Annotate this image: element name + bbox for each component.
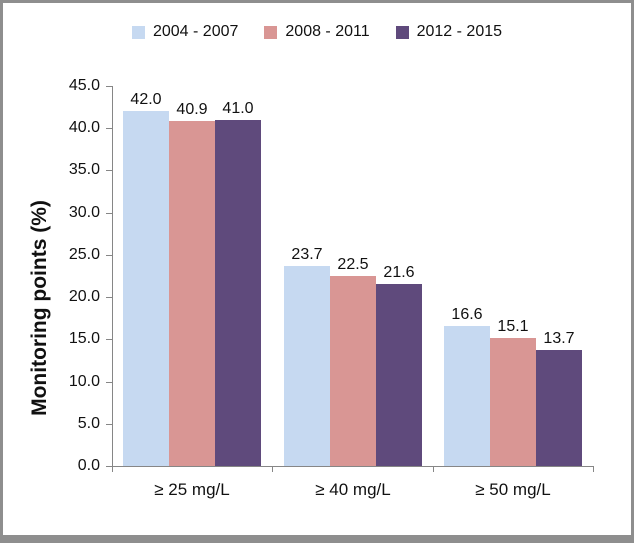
y-axis-tick-label: 5.0: [77, 415, 100, 432]
x-axis-line: [112, 466, 594, 467]
y-axis-tick-label: 10.0: [68, 373, 100, 390]
x-axis-tick: [593, 466, 594, 472]
y-axis-tick: [106, 466, 112, 467]
legend-item: 2008 - 2011: [264, 23, 370, 41]
bar-value-label: 41.0: [222, 100, 254, 117]
legend-swatch-icon: [395, 25, 409, 39]
y-axis-tick-label: 20.0: [68, 288, 100, 305]
y-axis-tick: [106, 128, 112, 129]
y-axis-tick: [106, 382, 112, 383]
y-axis-tick: [106, 297, 112, 298]
legend-label: 2008 - 2011: [285, 23, 370, 40]
bar-2012-2015-cat0: [215, 120, 261, 466]
bar-2012-2015-cat1: [376, 284, 422, 466]
legend-swatch-icon: [131, 25, 145, 39]
y-axis-tick: [106, 255, 112, 256]
bar-value-label: 22.5: [337, 256, 369, 273]
x-axis-category-label: ≥ 40 mg/L: [315, 480, 391, 499]
bar-value-label: 42.0: [130, 91, 162, 108]
legend-item: 2004 - 2007: [131, 23, 239, 41]
bar-2004-2007-cat1: [284, 266, 330, 466]
legend-swatch-icon: [264, 25, 278, 39]
x-axis-tick: [112, 466, 113, 472]
y-axis-tick-label: 30.0: [68, 204, 100, 221]
bar-value-label: 21.6: [383, 264, 415, 281]
y-axis-tick-label: 15.0: [68, 330, 100, 347]
y-axis-tick-label: 40.0: [68, 119, 100, 136]
y-axis-tick: [106, 170, 112, 171]
bar-2004-2007-cat2: [444, 326, 490, 466]
x-axis-category-label: ≥ 25 mg/L: [154, 480, 230, 499]
x-axis-category-label: ≥ 50 mg/L: [475, 480, 551, 499]
x-axis-tick: [433, 466, 434, 472]
bar-value-label: 23.7: [291, 246, 323, 263]
bar-value-label: 16.6: [451, 306, 483, 323]
chart-legend: 2004 - 2007 2008 - 2011 2012 - 2015: [3, 23, 631, 41]
bar-2012-2015-cat2: [536, 350, 582, 466]
y-axis-tick: [106, 424, 112, 425]
legend-label: 2004 - 2007: [152, 23, 239, 40]
x-axis-tick: [272, 466, 273, 472]
y-axis-line: [112, 86, 113, 466]
y-axis-tick-label: 35.0: [68, 161, 100, 178]
y-axis-tick: [106, 339, 112, 340]
bar-value-label: 40.9: [176, 101, 208, 118]
bar-2008-2011-cat2: [490, 338, 536, 466]
bar-2008-2011-cat1: [330, 276, 376, 466]
y-axis-tick: [106, 213, 112, 214]
y-axis-tick-label: 25.0: [68, 246, 100, 263]
bar-value-label: 13.7: [543, 330, 575, 347]
legend-label: 2012 - 2015: [416, 23, 503, 40]
y-axis-tick-label: 0.0: [77, 457, 100, 474]
y-axis-tick: [106, 86, 112, 87]
bar-2004-2007-cat0: [123, 111, 169, 466]
bar-2008-2011-cat0: [169, 121, 215, 466]
legend-item: 2012 - 2015: [395, 23, 503, 41]
bar-value-label: 15.1: [497, 318, 529, 335]
y-axis-tick-label: 45.0: [68, 77, 100, 94]
